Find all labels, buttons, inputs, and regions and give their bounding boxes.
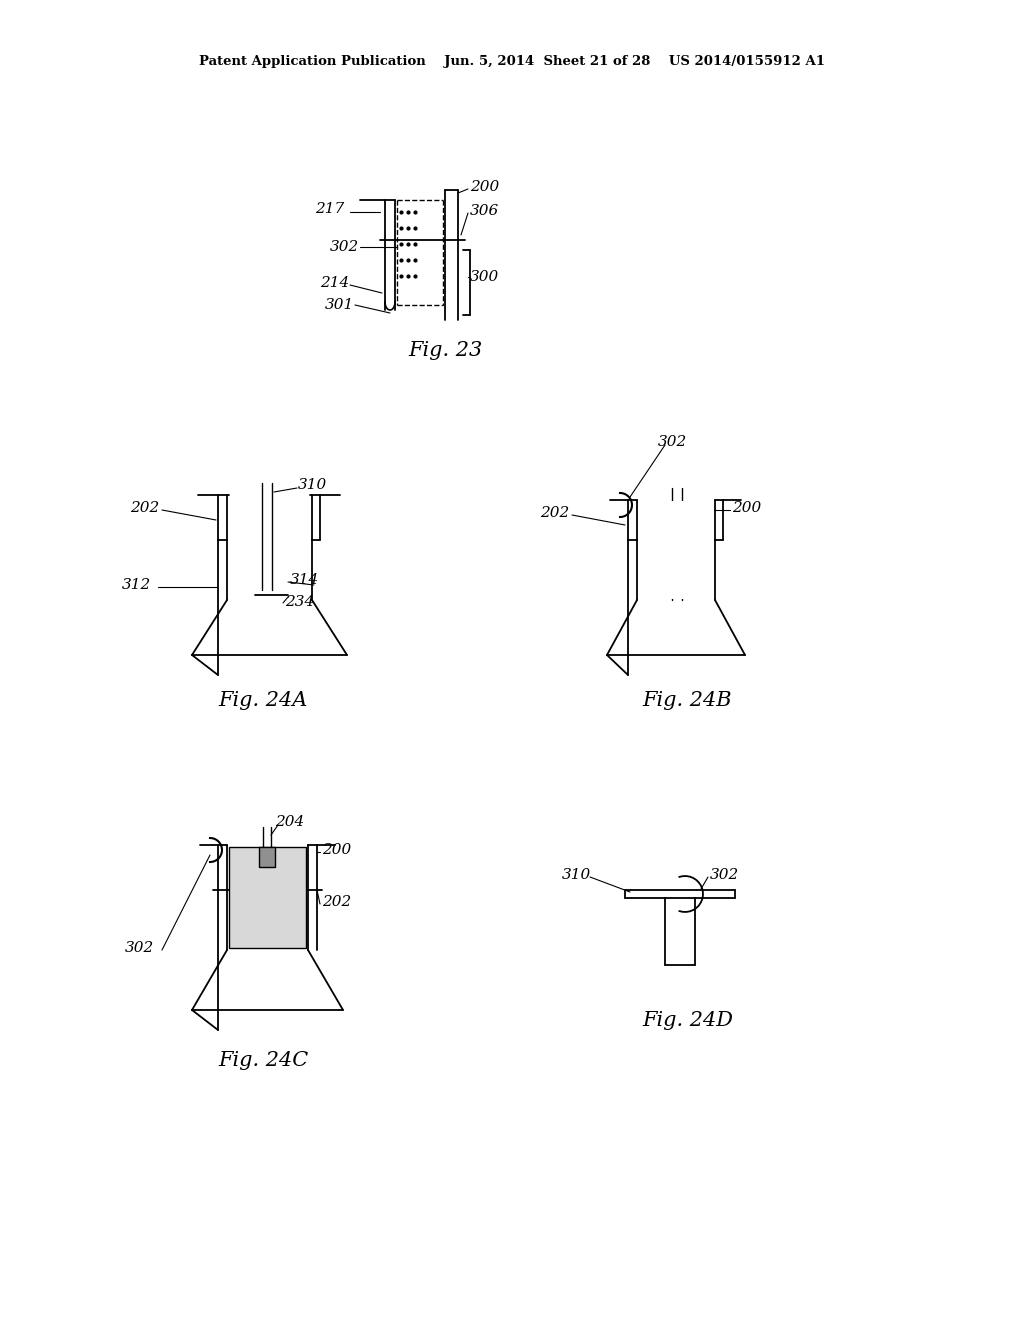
Text: Fig. 24C: Fig. 24C — [218, 1051, 308, 1069]
Text: 310: 310 — [298, 478, 328, 492]
Text: 310: 310 — [562, 869, 591, 882]
Text: Fig. 24A: Fig. 24A — [218, 690, 307, 710]
Text: 301: 301 — [325, 298, 354, 312]
Text: Fig. 24D: Fig. 24D — [642, 1011, 733, 1030]
Text: 202: 202 — [130, 502, 160, 515]
Text: 312: 312 — [122, 578, 152, 591]
Text: 302: 302 — [710, 869, 739, 882]
Bar — [259, 847, 275, 867]
Text: 234: 234 — [285, 595, 314, 609]
Text: Fig. 24B: Fig. 24B — [642, 690, 731, 710]
Text: 204: 204 — [275, 814, 304, 829]
Text: 200: 200 — [732, 502, 761, 515]
Text: 302: 302 — [125, 941, 155, 954]
Bar — [638, 502, 714, 599]
Text: 306: 306 — [470, 205, 500, 218]
Text: 217: 217 — [315, 202, 344, 216]
Text: 302: 302 — [330, 240, 359, 253]
Text: 302: 302 — [658, 436, 687, 449]
Text: 202: 202 — [322, 895, 351, 909]
Text: 200: 200 — [322, 843, 351, 857]
Text: 214: 214 — [319, 276, 349, 290]
Bar — [229, 847, 306, 948]
Text: 300: 300 — [470, 271, 500, 284]
Text: Patent Application Publication    Jun. 5, 2014  Sheet 21 of 28    US 2014/015591: Patent Application Publication Jun. 5, 2… — [199, 55, 825, 69]
Text: 202: 202 — [540, 506, 569, 520]
Text: 314: 314 — [290, 573, 319, 587]
Text: Fig. 23: Fig. 23 — [408, 341, 482, 359]
Text: 200: 200 — [470, 180, 500, 194]
